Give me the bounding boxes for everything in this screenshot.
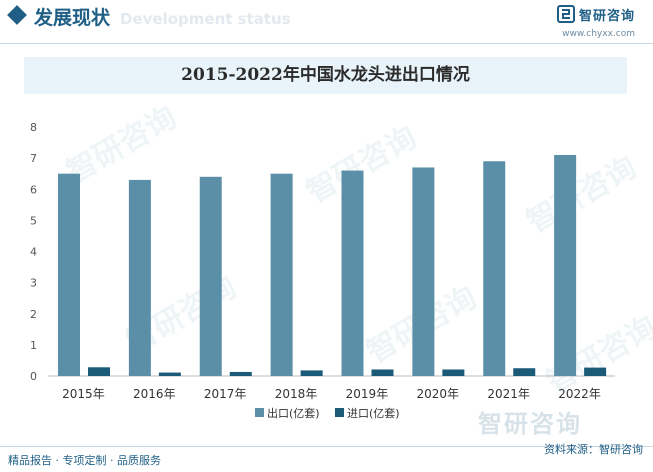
y-tick-label: 0 <box>30 370 37 383</box>
x-tick-label: 2018年 <box>275 387 318 401</box>
import-bar <box>158 372 181 376</box>
import-bar <box>442 369 465 376</box>
legend-label: 进口(亿套) <box>347 407 400 420</box>
section-title: 发展现状 <box>34 7 111 29</box>
x-tick-label: 2016年 <box>133 387 176 401</box>
footer-divider <box>0 446 653 447</box>
import-bar <box>88 367 110 376</box>
import-bar <box>371 369 394 376</box>
import-bar <box>584 367 607 376</box>
legend-label: 出口(亿套) <box>267 406 320 420</box>
export-bar <box>554 155 577 376</box>
bar-chart: 0 1 2 3 4 5 6 7 8 2015年 2016年 2017年 2018年 2019年 2020年 2… <box>30 121 615 420</box>
export-bar <box>199 176 222 376</box>
x-tick-label: 2021年 <box>487 387 530 401</box>
export-bar <box>58 173 80 376</box>
section-subtitle: Development status <box>120 10 291 28</box>
brand-logo-icon <box>556 5 575 23</box>
export-bar <box>270 173 293 376</box>
export-bar <box>341 170 364 376</box>
header: 发展现状 Development status 智研咨询 www.chyxx.c… <box>0 0 653 44</box>
x-tick-label: 2019年 <box>346 387 389 401</box>
y-tick-label: 6 <box>30 183 37 196</box>
diamond-icon <box>7 5 27 25</box>
x-tick-label: 2022年 <box>558 387 601 401</box>
export-bar <box>412 167 435 376</box>
y-tick-label: 5 <box>30 214 37 227</box>
export-bar <box>483 161 506 376</box>
brand-watermark: 智研咨询 <box>478 410 582 438</box>
y-tick-label: 7 <box>30 152 37 165</box>
brand-name: 智研咨询 <box>578 8 635 24</box>
legend-swatch <box>255 408 264 417</box>
brand: 智研咨询 <box>556 5 635 24</box>
y-tick-label: 1 <box>30 339 37 352</box>
import-bar <box>513 368 536 376</box>
y-tick-label: 8 <box>30 121 37 134</box>
import-bar <box>300 370 323 376</box>
brand-url: www.chyxx.com <box>562 29 635 39</box>
x-tick-label: 2020年 <box>417 387 460 401</box>
legend-swatch <box>335 408 344 417</box>
header-divider <box>0 43 653 44</box>
data-source: 资料来源：智研咨询 <box>544 443 643 456</box>
chart-title: 2015-2022年中国水龙头进出口情况 <box>181 65 470 85</box>
y-tick-label: 2 <box>30 308 37 321</box>
export-bar <box>128 179 151 376</box>
x-tick-label: 2015年 <box>62 387 105 401</box>
chart-title-band: 2015-2022年中国水龙头进出口情况 <box>24 57 627 94</box>
footer-slogan: 精品报告 · 专项定制 · 品质服务 <box>8 454 161 467</box>
y-tick-label: 4 <box>30 246 37 259</box>
import-bar <box>229 371 252 376</box>
x-tick-label: 2017年 <box>204 387 247 401</box>
y-tick-label: 3 <box>30 277 37 290</box>
